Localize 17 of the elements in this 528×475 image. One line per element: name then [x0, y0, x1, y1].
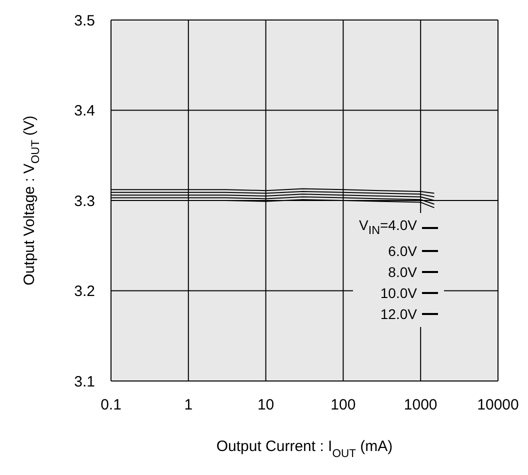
legend-label: V$_{IN}$=4.0V	[359, 216, 417, 239]
y-tick-label: 3.2	[74, 283, 95, 300]
legend-label: 10.0V	[380, 284, 417, 303]
y-tick-label: 3.1	[74, 373, 95, 390]
y-tick-label: 3.3	[74, 192, 95, 210]
legend-label: 8.0V	[388, 262, 417, 282]
x-tick-label: 1000	[404, 396, 438, 414]
x-axis-title: Output Current : I$_{OUT}$ (mA)	[216, 438, 393, 460]
legend-label: 12.0V	[380, 304, 417, 324]
x-tick-label: 100	[330, 396, 356, 414]
x-tick-label: 0.1	[100, 396, 122, 414]
x-tick-label: 1	[184, 396, 193, 414]
y-tick-label: 3.4	[74, 102, 95, 120]
x-tick-label: 10000	[477, 396, 519, 414]
x-tick-label: 10	[257, 396, 274, 414]
y-tick-label: 3.5	[74, 12, 95, 30]
legend-label: 6.0V	[388, 242, 417, 261]
